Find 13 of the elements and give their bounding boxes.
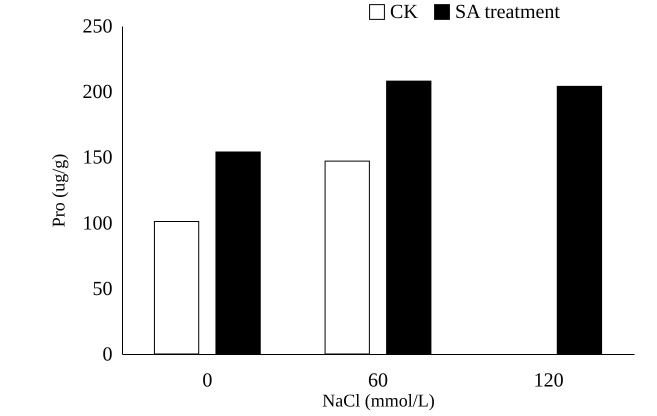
y-axis-title: Pro (ug/g) [48,154,68,228]
legend-label: SA treatment [455,1,560,23]
y-tick-label: 50 [92,278,112,300]
y-tick-label: 150 [82,146,112,169]
y-tick-label: 100 [82,212,112,234]
y-tick-label: 250 [82,16,112,38]
x-axis-title: NaCl (mmol/L) [322,390,435,410]
x-tick-label: 0 [202,370,212,392]
x-tick-label: 60 [368,370,388,392]
legend-label: CK [390,1,418,23]
y-tick-label: 0 [102,344,112,366]
y-tick-label: 200 [82,81,112,104]
x-tick-label: 120 [534,370,564,392]
